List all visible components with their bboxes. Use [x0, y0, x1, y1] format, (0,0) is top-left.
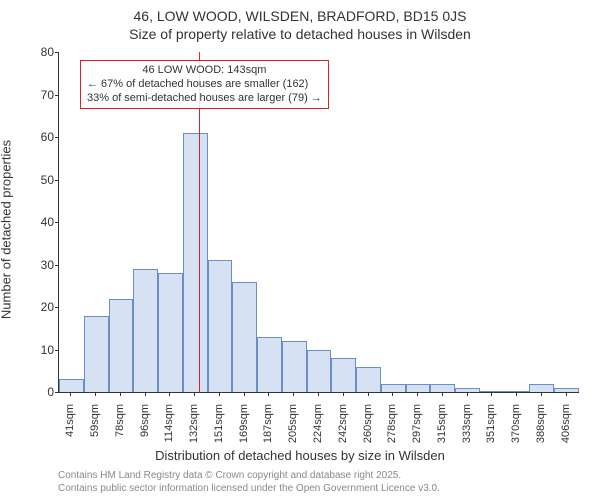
- y-tick-mark: [55, 137, 59, 138]
- x-tick-label: 370sqm: [510, 404, 522, 454]
- x-tick-mark: [120, 392, 121, 396]
- histogram-bar: [257, 337, 282, 392]
- histogram-bar: [381, 384, 406, 393]
- x-tick-label: 260sqm: [362, 404, 374, 454]
- y-tick-label: 10: [14, 343, 54, 357]
- y-tick-label: 80: [14, 45, 54, 59]
- x-tick-mark: [343, 392, 344, 396]
- x-tick-label: 278sqm: [386, 404, 398, 454]
- annotation-line: 46 LOW WOOD: 143sqm: [87, 64, 322, 78]
- footer-line1: Contains HM Land Registry data © Crown c…: [58, 470, 401, 481]
- x-tick-mark: [467, 392, 468, 396]
- x-tick-label: 224sqm: [312, 404, 324, 454]
- y-tick-mark: [55, 95, 59, 96]
- x-tick-label: 78sqm: [114, 404, 126, 454]
- x-tick-label: 59sqm: [89, 404, 101, 454]
- y-tick-mark: [55, 307, 59, 308]
- x-tick-label: 151sqm: [213, 404, 225, 454]
- y-tick-label: 30: [14, 258, 54, 272]
- x-tick-mark: [392, 392, 393, 396]
- x-tick-label: 351sqm: [485, 404, 497, 454]
- histogram-bar: [84, 316, 109, 393]
- histogram-bar: [455, 388, 480, 392]
- histogram-bar: [183, 133, 208, 392]
- chart-container: 46, LOW WOOD, WILSDEN, BRADFORD, BD15 0J…: [0, 0, 600, 500]
- x-tick-label: 242sqm: [337, 404, 349, 454]
- histogram-bar: [158, 273, 183, 392]
- chart-title-line2: Size of property relative to detached ho…: [0, 26, 600, 42]
- histogram-bar: [109, 299, 134, 393]
- x-tick-label: 315sqm: [436, 404, 448, 454]
- y-tick-mark: [55, 52, 59, 53]
- y-tick-mark: [55, 180, 59, 181]
- x-tick-mark: [194, 392, 195, 396]
- x-tick-mark: [244, 392, 245, 396]
- x-tick-label: 187sqm: [262, 404, 274, 454]
- x-tick-label: 297sqm: [411, 404, 423, 454]
- histogram-bar: [331, 358, 356, 392]
- histogram-bar: [430, 384, 455, 393]
- x-tick-mark: [541, 392, 542, 396]
- annotation-line: 33% of semi-detached houses are larger (…: [87, 92, 322, 106]
- histogram-bar: [529, 384, 554, 393]
- chart-title-line1: 46, LOW WOOD, WILSDEN, BRADFORD, BD15 0J…: [0, 8, 600, 24]
- x-tick-mark: [516, 392, 517, 396]
- y-tick-label: 50: [14, 173, 54, 187]
- histogram-bar: [208, 260, 233, 392]
- footer-line2: Contains public sector information licen…: [58, 483, 440, 494]
- x-tick-mark: [368, 392, 369, 396]
- y-tick-label: 70: [14, 88, 54, 102]
- x-tick-label: 333sqm: [461, 404, 473, 454]
- x-tick-label: 132sqm: [188, 404, 200, 454]
- annotation-line: ← 67% of detached houses are smaller (16…: [87, 78, 322, 92]
- y-tick-label: 0: [14, 385, 54, 399]
- histogram-bar: [232, 282, 257, 393]
- x-tick-mark: [417, 392, 418, 396]
- y-axis-label: Number of detached properties: [0, 140, 14, 319]
- x-tick-label: 388sqm: [535, 404, 547, 454]
- x-tick-mark: [268, 392, 269, 396]
- x-tick-mark: [491, 392, 492, 396]
- x-tick-label: 406sqm: [560, 404, 572, 454]
- y-tick-mark: [55, 265, 59, 266]
- y-tick-label: 40: [14, 215, 54, 229]
- x-tick-mark: [219, 392, 220, 396]
- x-tick-mark: [145, 392, 146, 396]
- y-tick-mark: [55, 350, 59, 351]
- histogram-bar: [59, 379, 84, 392]
- y-tick-mark: [55, 392, 59, 393]
- x-tick-mark: [169, 392, 170, 396]
- y-tick-label: 60: [14, 130, 54, 144]
- annotation-box: 46 LOW WOOD: 143sqm← 67% of detached hou…: [80, 60, 329, 109]
- x-tick-mark: [95, 392, 96, 396]
- x-tick-mark: [442, 392, 443, 396]
- x-tick-label: 114sqm: [163, 404, 175, 454]
- histogram-bar: [356, 367, 381, 393]
- x-tick-mark: [318, 392, 319, 396]
- histogram-bar: [307, 350, 332, 393]
- x-tick-mark: [293, 392, 294, 396]
- x-tick-label: 96sqm: [139, 404, 151, 454]
- histogram-bar: [406, 384, 431, 393]
- x-tick-mark: [566, 392, 567, 396]
- x-tick-label: 41sqm: [64, 404, 76, 454]
- x-tick-label: 169sqm: [238, 404, 250, 454]
- histogram-bar: [133, 269, 158, 392]
- histogram-bar: [282, 341, 307, 392]
- y-tick-label: 20: [14, 300, 54, 314]
- x-tick-mark: [70, 392, 71, 396]
- histogram-bar: [554, 388, 579, 392]
- x-tick-label: 205sqm: [287, 404, 299, 454]
- y-tick-mark: [55, 222, 59, 223]
